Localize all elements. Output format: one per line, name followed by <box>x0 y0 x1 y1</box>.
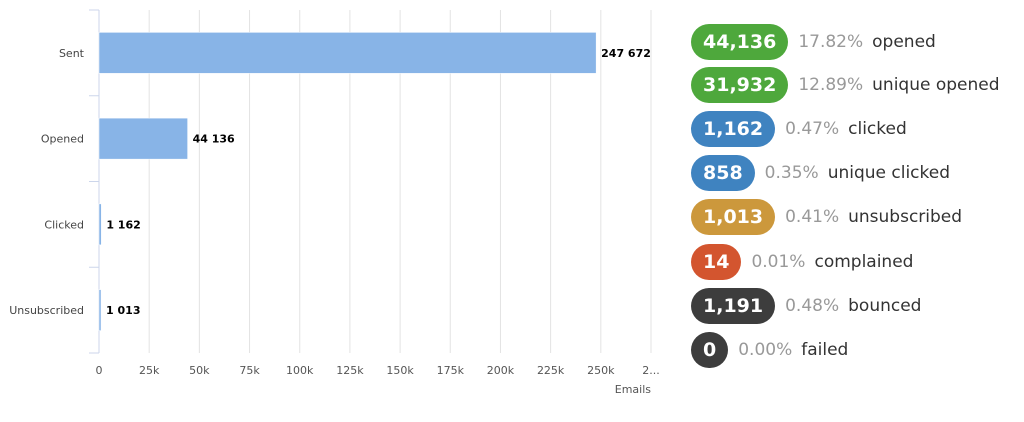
x-tick-label: 150k <box>386 364 414 377</box>
stat-row-clicked: 1,162 0.47% clicked <box>691 111 907 147</box>
stat-percent: 0.48% <box>785 296 840 316</box>
y-category-label: Unsubscribed <box>9 304 84 317</box>
stat-row-failed: 0 0.00% failed <box>691 332 848 368</box>
x-tick-label: 100k <box>286 364 314 377</box>
y-category-label: Clicked <box>44 218 84 231</box>
y-category-label: Opened <box>41 133 84 146</box>
x-tick-label: 75k <box>239 364 260 377</box>
count-badge: 1,013 <box>691 199 776 235</box>
bar-opened <box>98 117 188 160</box>
x-tick-label: 50k <box>189 364 210 377</box>
x-tick-label: 250k <box>587 364 615 377</box>
bar-clicked <box>98 203 102 246</box>
count-badge: 44,136 <box>691 24 789 60</box>
x-tick-label: 175k <box>437 364 465 377</box>
count-badge: 31,932 <box>691 67 789 103</box>
data-label: 44 136 <box>193 133 235 146</box>
stat-label: opened <box>872 32 936 52</box>
stat-row-unsubscribed: 1,013 0.41% unsubscribed <box>691 199 962 235</box>
stat-percent: 0.35% <box>764 163 819 183</box>
x-tick-label: 2... <box>642 364 660 377</box>
email-bar-chart: 0 25k 50k 75k 100k 125k 150k 175k 200k 225k 250k 2.… <box>9 9 660 396</box>
stat-label: unsubscribed <box>848 207 963 227</box>
count-badge: 1,162 <box>691 111 776 147</box>
stat-percent: 12.89% <box>798 75 864 95</box>
stat-percent: 0.01% <box>751 252 806 272</box>
count-badge: 0 <box>691 332 729 368</box>
stat-label: bounced <box>848 296 922 316</box>
x-axis-title: Emails <box>615 383 652 396</box>
y-category-label: Sent <box>59 47 85 60</box>
stat-percent: 0.41% <box>785 207 840 227</box>
stat-row-unique-opened: 31,932 12.89% unique opened <box>691 67 1000 103</box>
stat-row-bounced: 1,191 0.48% bounced <box>691 288 921 324</box>
count-badge: 858 <box>691 155 755 191</box>
x-tick-label: 200k <box>487 364 515 377</box>
stat-percent: 0.47% <box>785 119 840 139</box>
x-tick-label: 225k <box>537 364 565 377</box>
stat-label: clicked <box>848 119 907 139</box>
stat-row-unique-clicked: 858 0.35% unique clicked <box>691 155 950 191</box>
stat-percent: 0.00% <box>738 340 793 360</box>
x-tick-label: 0 <box>96 364 103 377</box>
bar-unsubscribed <box>98 289 102 331</box>
stat-label: unique opened <box>872 75 1000 95</box>
count-badge: 14 <box>691 244 742 280</box>
data-label: 1 013 <box>106 304 140 317</box>
stat-row-complained: 14 0.01% complained <box>691 244 913 280</box>
data-label: 1 162 <box>106 218 140 231</box>
x-tick-label: 25k <box>139 364 160 377</box>
stat-label: unique clicked <box>827 163 951 183</box>
stat-percent: 17.82% <box>798 32 864 52</box>
stat-row-opened: 44,136 17.82% opened <box>691 24 936 60</box>
stat-label: failed <box>801 340 849 360</box>
x-tick-label: 125k <box>336 364 364 377</box>
data-label: 247 672 <box>601 47 651 60</box>
count-badge: 1,191 <box>691 288 776 324</box>
bar-sent <box>98 32 597 74</box>
stat-label: complained <box>814 252 914 272</box>
